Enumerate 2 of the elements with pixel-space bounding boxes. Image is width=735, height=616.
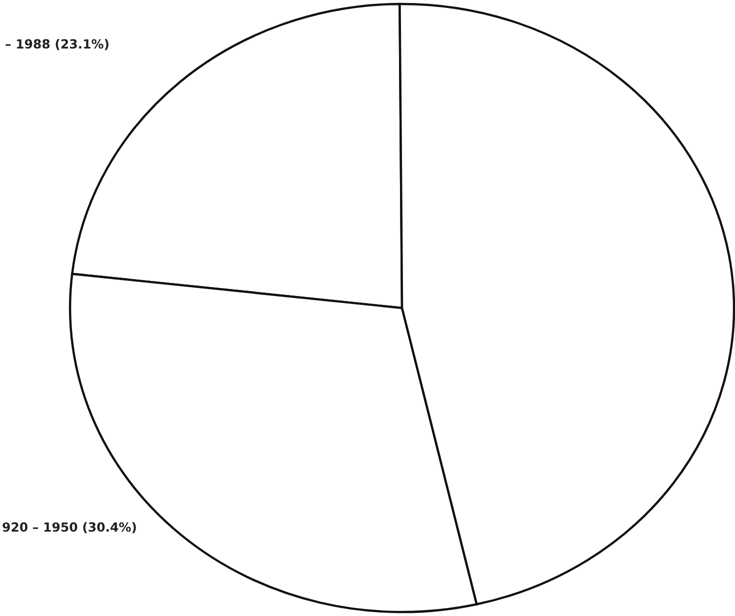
slice-label: 920 – 1950 (30.4%) bbox=[2, 522, 136, 534]
slice-label: – 1988 (23.1%) bbox=[6, 38, 108, 50]
